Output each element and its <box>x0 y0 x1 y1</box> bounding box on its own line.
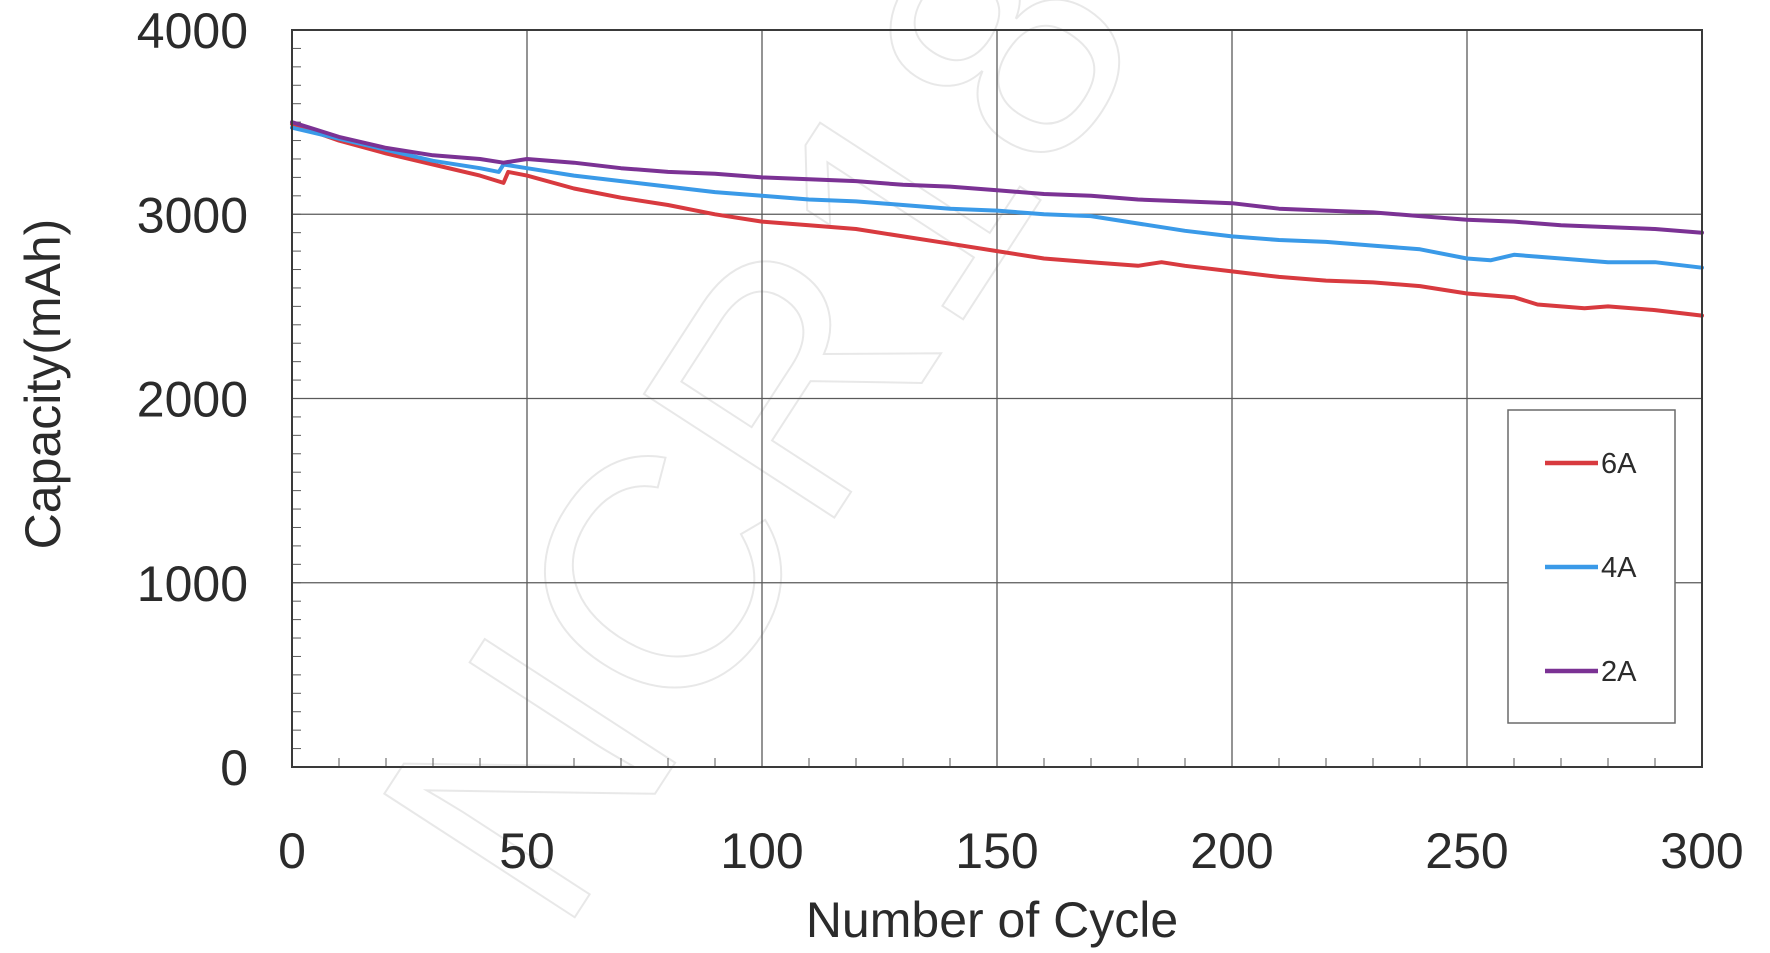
gridlines <box>292 30 1702 767</box>
y-tick-label: 4000 <box>137 3 248 59</box>
series-line-2a <box>290 120 1704 235</box>
x-tick-label: 250 <box>1425 823 1508 879</box>
y-tick-label: 3000 <box>137 187 248 243</box>
x-tick-label: 150 <box>955 823 1038 879</box>
y-axis-tick-labels: 0 1000 2000 3000 4000 <box>137 3 248 796</box>
y-axis-title: Capacity(mAh) <box>15 219 71 550</box>
legend-label-2a: 2A <box>1601 656 1637 688</box>
series-line-6a <box>290 122 1704 318</box>
legend-label-4a: 4A <box>1601 552 1637 584</box>
data-series <box>290 120 1704 318</box>
x-tick-label: 200 <box>1190 823 1273 879</box>
y-tick-label: 0 <box>220 740 248 796</box>
x-axis-title: Number of Cycle <box>806 892 1178 948</box>
series-line-4a <box>290 125 1704 270</box>
x-axis-tick-labels: 0 50 100 150 200 250 300 <box>278 823 1744 879</box>
y-tick-label: 2000 <box>137 372 248 428</box>
x-tick-label: 0 <box>278 823 306 879</box>
y-tick-label: 1000 <box>137 556 248 612</box>
x-tick-label: 100 <box>720 823 803 879</box>
x-tick-label: 300 <box>1660 823 1743 879</box>
legend-label-6a: 6A <box>1601 448 1637 480</box>
x-tick-label: 50 <box>499 823 555 879</box>
legend: 6A 4A 2A <box>1507 409 1676 724</box>
minor-ticks <box>292 47 1656 767</box>
plot-area-frame <box>291 29 1703 768</box>
